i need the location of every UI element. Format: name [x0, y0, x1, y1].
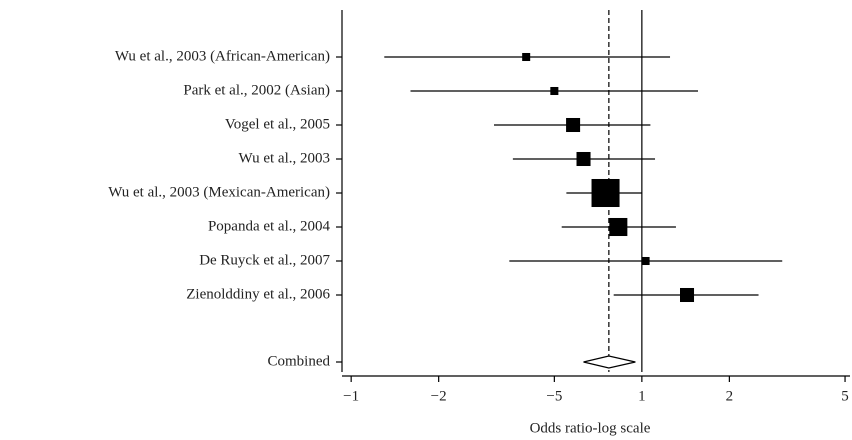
study-box [591, 178, 620, 208]
study-box [576, 151, 591, 167]
study-label: Wu et al., 2003 [239, 150, 330, 166]
x-tick-label: 2 [726, 388, 734, 404]
combined-diamond [583, 355, 636, 369]
study-box [641, 256, 650, 266]
study-label: Wu et al., 2003 (Mexican-American) [108, 184, 330, 200]
combined-label: Combined [268, 353, 331, 369]
study-box [680, 287, 695, 303]
study-box [566, 117, 581, 133]
x-tick-label: 1 [638, 388, 646, 404]
x-tick-label: 5 [841, 388, 849, 404]
x-tick-label: −2 [431, 388, 447, 404]
study-label: Wu et al., 2003 (African-American) [115, 48, 330, 64]
x-tick-label: −1 [343, 388, 359, 404]
study-label: Zienolddiny et al., 2006 [186, 286, 330, 302]
study-box [522, 52, 531, 62]
study-box [550, 86, 559, 96]
study-label: De Ruyck et al., 2007 [199, 252, 330, 268]
study-label: Popanda et al., 2004 [208, 218, 331, 234]
x-tick-label: −5 [546, 388, 562, 404]
study-label: Park et al., 2002 (Asian) [183, 82, 330, 98]
x-axis-title: Odds ratio-log scale [530, 420, 651, 436]
study-label: Vogel et al., 2005 [225, 116, 330, 132]
study-box [609, 217, 628, 237]
